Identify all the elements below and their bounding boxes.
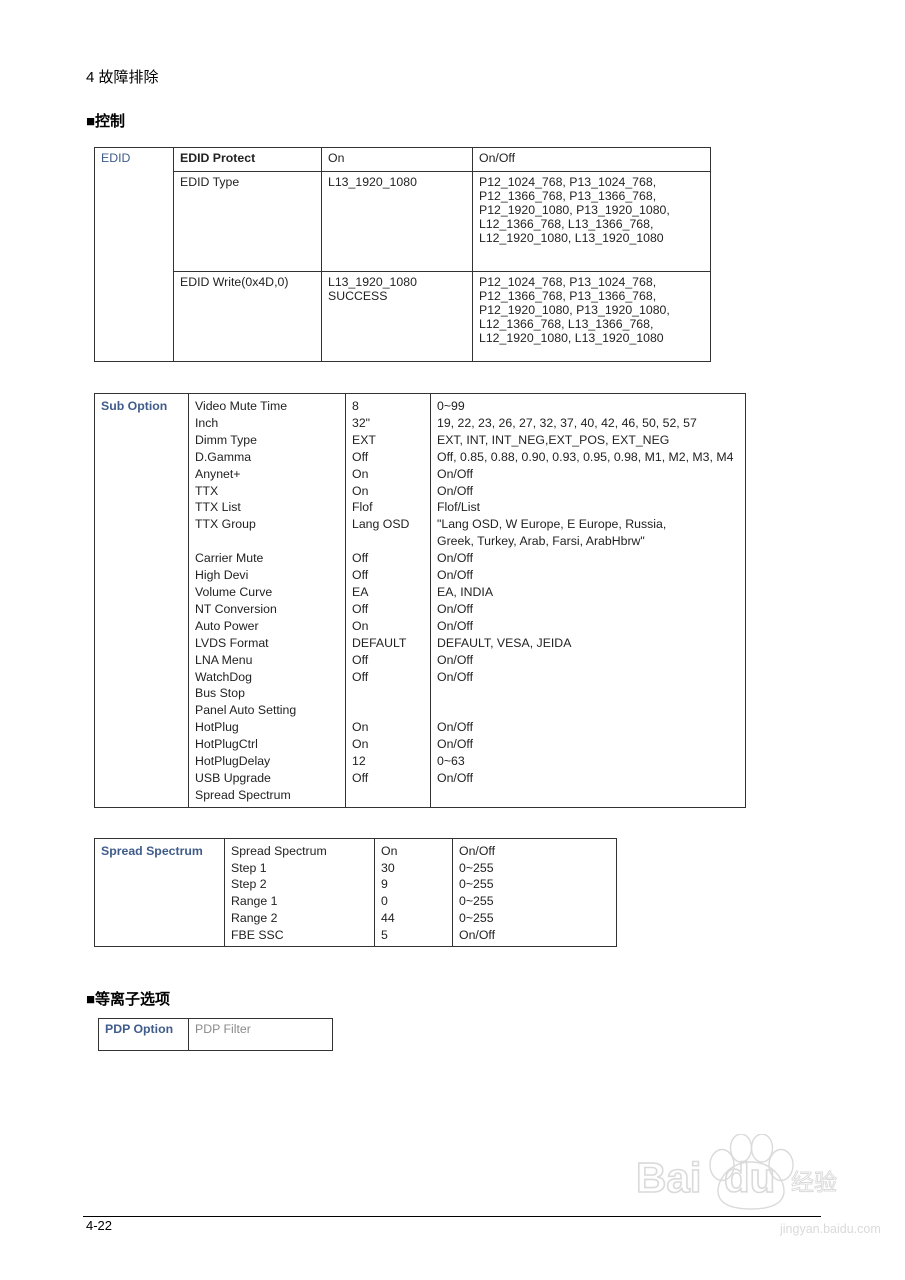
svg-text:du: du (724, 1154, 775, 1201)
svg-text:经验: 经验 (791, 1169, 837, 1195)
svg-text:Bai: Bai (636, 1154, 701, 1201)
